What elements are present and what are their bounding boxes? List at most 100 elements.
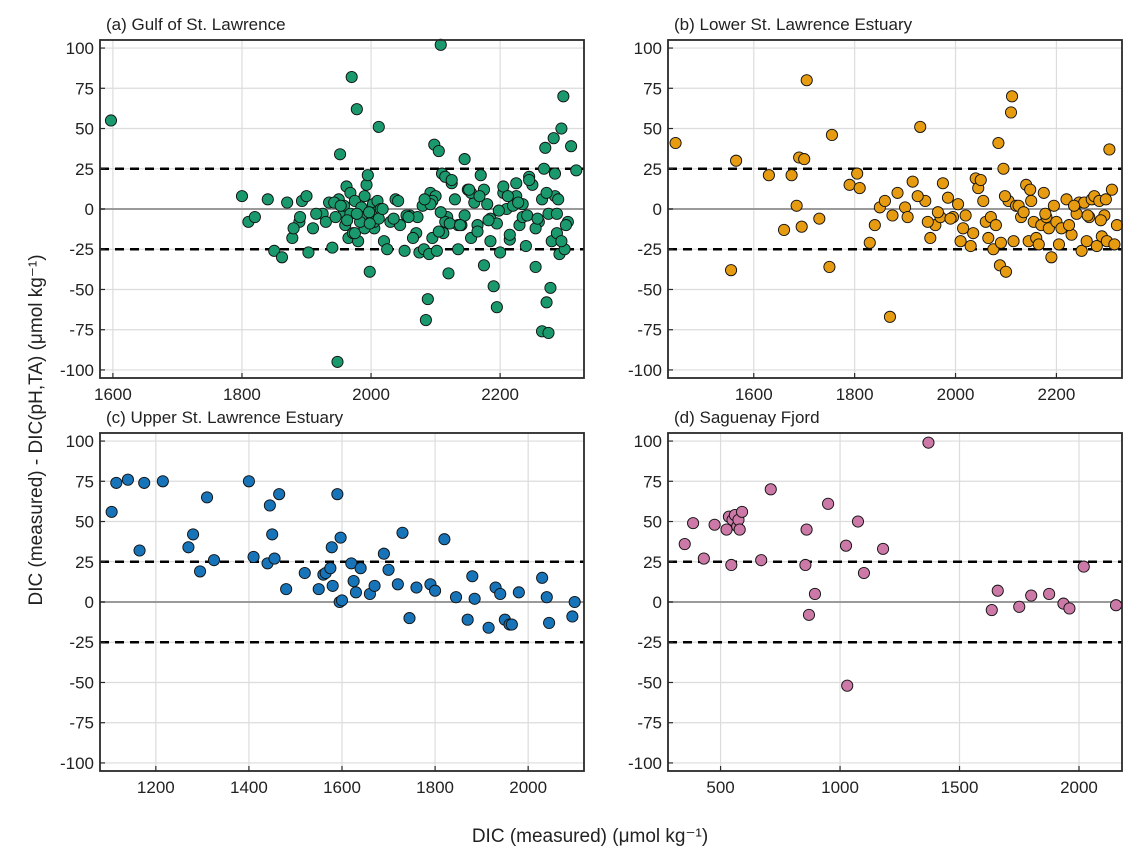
- data-point: [931, 206, 944, 219]
- data-point: [187, 528, 200, 541]
- data-point: [266, 528, 279, 541]
- data-point: [458, 209, 471, 222]
- data-point: [438, 533, 451, 546]
- data-point: [795, 220, 808, 233]
- data-point: [843, 178, 856, 191]
- data-point: [434, 38, 447, 51]
- data-point: [368, 579, 381, 592]
- data-point: [991, 584, 1004, 597]
- y-tick-label: -100: [628, 754, 662, 773]
- data-point: [720, 523, 733, 536]
- data-point: [312, 583, 325, 596]
- data-point: [448, 193, 461, 206]
- data-point: [287, 222, 300, 235]
- data-point: [235, 190, 249, 203]
- data-point: [1103, 143, 1116, 156]
- data-point: [242, 475, 255, 488]
- data-point: [762, 169, 775, 182]
- data-point: [396, 526, 409, 539]
- data-point: [503, 228, 516, 241]
- data-point: [555, 235, 568, 248]
- data-point: [505, 618, 518, 631]
- data-point: [331, 488, 344, 501]
- data-point: [443, 217, 456, 230]
- data-point: [802, 608, 816, 621]
- data-point: [432, 225, 445, 238]
- data-point: [454, 219, 467, 232]
- data-point: [1099, 193, 1112, 206]
- data-point: [924, 231, 937, 245]
- data-point: [1005, 90, 1019, 103]
- data-point: [1105, 183, 1118, 196]
- data-point: [547, 132, 560, 145]
- data-point: [952, 198, 965, 211]
- y-tick-label: 100: [66, 432, 94, 451]
- data-point: [434, 206, 447, 219]
- data-point: [911, 190, 924, 203]
- data-point: [992, 136, 1005, 150]
- data-point: [785, 169, 798, 182]
- y-tick-label: 25: [75, 553, 94, 572]
- panel-gulf: 1600 1800 2000 2200 -100 -75 -50 -25 0 25 50 75 100 (…: [60, 15, 585, 404]
- data-point: [808, 587, 822, 601]
- y-tick-label: 75: [643, 472, 662, 491]
- data-point: [536, 571, 549, 584]
- data-point: [1004, 106, 1018, 119]
- data-point: [442, 267, 455, 280]
- data-point: [406, 231, 420, 245]
- data-point: [1043, 587, 1056, 601]
- data-point: [349, 586, 363, 599]
- data-point: [334, 148, 347, 161]
- data-point: [548, 167, 562, 180]
- y-tick-label: 75: [75, 79, 94, 98]
- data-point: [669, 136, 682, 150]
- y-tick-label: -100: [60, 361, 94, 380]
- data-point: [1037, 186, 1050, 199]
- data-point: [886, 209, 899, 222]
- data-point: [1047, 199, 1060, 212]
- data-point: [974, 173, 987, 187]
- data-point: [521, 209, 534, 222]
- x-tick-label: 1800: [416, 778, 454, 797]
- data-point: [857, 566, 870, 580]
- data-point: [985, 603, 998, 617]
- data-point: [555, 122, 568, 135]
- data-point: [156, 475, 169, 488]
- data-point: [733, 523, 746, 536]
- x-tick-label: 1800: [836, 385, 874, 404]
- data-point: [1075, 244, 1088, 257]
- panel-title: (c) Upper St. Lawrence Estuary: [106, 408, 344, 427]
- data-point: [358, 190, 371, 203]
- data-point: [324, 562, 337, 575]
- data-point: [540, 296, 553, 309]
- data-point: [523, 173, 536, 187]
- data-point: [823, 260, 836, 273]
- y-tick-label: 100: [66, 39, 94, 58]
- x-tick-label: 2000: [937, 385, 975, 404]
- data-point: [494, 587, 507, 601]
- data-point: [954, 235, 967, 248]
- y-tick-label: 100: [634, 432, 662, 451]
- data-point: [1110, 219, 1124, 232]
- data-point: [418, 193, 431, 206]
- data-point: [248, 210, 261, 224]
- data-point: [959, 209, 972, 222]
- data-point: [1045, 251, 1058, 264]
- data-point: [341, 214, 354, 227]
- x-tick-label: 1600: [94, 385, 132, 404]
- data-point: [967, 227, 980, 240]
- y-tick-label: -50: [69, 280, 94, 299]
- data-point: [568, 595, 581, 609]
- panel-lower-estuary: 1600 1800 2000 2200 -100 -75 -50 -25 0 25 50 75 100 (…: [628, 15, 1124, 404]
- data-point: [529, 222, 542, 235]
- data-point: [512, 586, 525, 599]
- data-point: [121, 473, 134, 486]
- data-point: [363, 265, 376, 278]
- data-point: [877, 542, 890, 555]
- data-point: [1077, 560, 1090, 573]
- data-point: [326, 241, 339, 254]
- data-point: [1081, 209, 1094, 222]
- data-point: [1013, 600, 1026, 613]
- data-point: [335, 594, 349, 607]
- data-point: [354, 562, 367, 575]
